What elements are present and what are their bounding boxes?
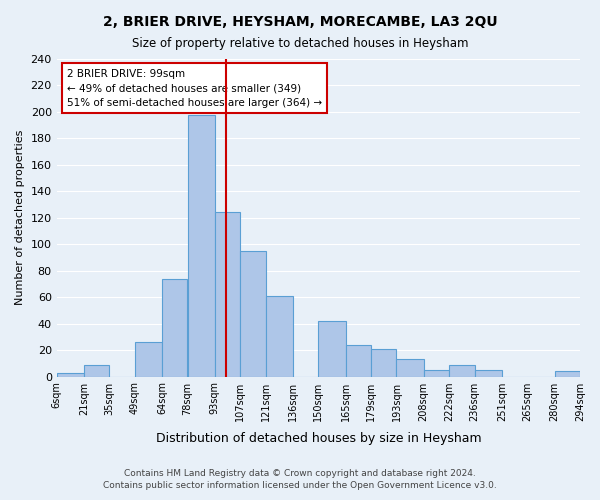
- Bar: [554, 371, 580, 376]
- Bar: [135, 342, 162, 376]
- Bar: [319, 321, 346, 376]
- Y-axis label: Number of detached properties: Number of detached properties: [15, 130, 25, 306]
- Bar: [397, 360, 424, 376]
- Bar: [475, 370, 502, 376]
- Bar: [215, 212, 240, 376]
- Bar: [56, 372, 84, 376]
- Bar: [162, 278, 187, 376]
- Bar: [84, 364, 109, 376]
- Text: 2, BRIER DRIVE, HEYSHAM, MORECAMBE, LA3 2QU: 2, BRIER DRIVE, HEYSHAM, MORECAMBE, LA3 …: [103, 15, 497, 29]
- X-axis label: Distribution of detached houses by size in Heysham: Distribution of detached houses by size …: [155, 432, 481, 445]
- Bar: [240, 251, 266, 376]
- Text: 2 BRIER DRIVE: 99sqm
← 49% of detached houses are smaller (349)
51% of semi-deta: 2 BRIER DRIVE: 99sqm ← 49% of detached h…: [67, 68, 322, 108]
- Bar: [424, 370, 449, 376]
- Bar: [266, 296, 293, 376]
- Bar: [449, 364, 475, 376]
- Bar: [371, 348, 397, 376]
- Text: Contains HM Land Registry data © Crown copyright and database right 2024.
Contai: Contains HM Land Registry data © Crown c…: [103, 468, 497, 490]
- Text: Size of property relative to detached houses in Heysham: Size of property relative to detached ho…: [132, 38, 468, 51]
- Bar: [187, 114, 215, 376]
- Bar: [346, 345, 371, 376]
